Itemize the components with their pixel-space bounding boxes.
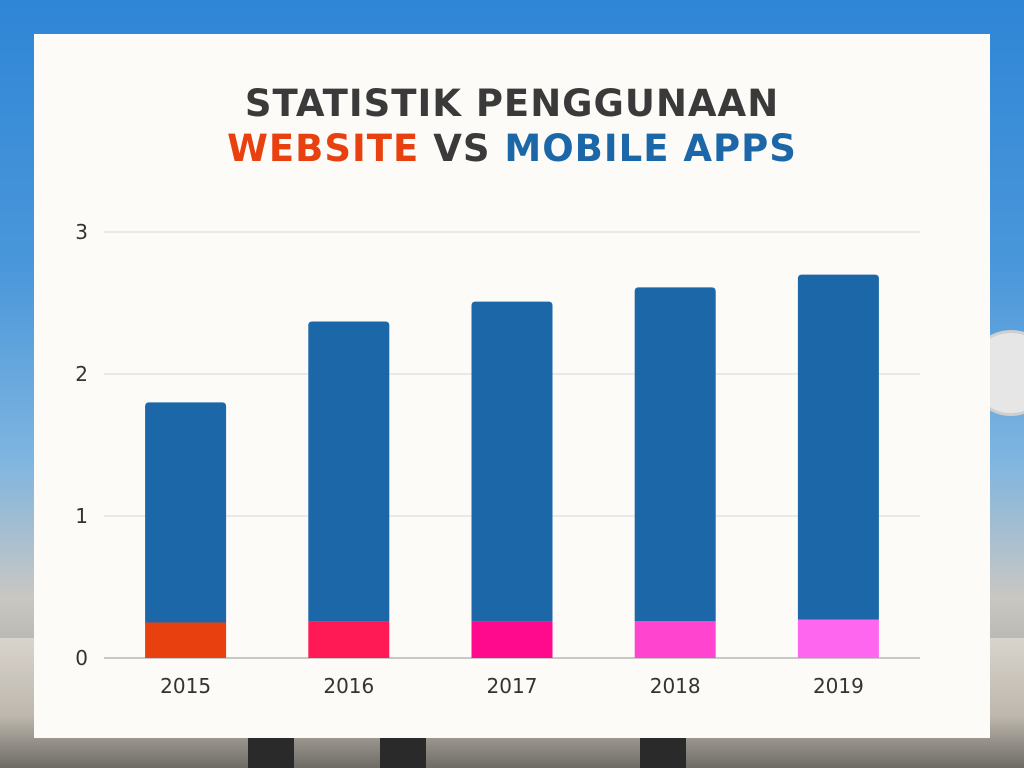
bar-segment-website	[797, 619, 879, 658]
bar-segment-website	[145, 622, 227, 658]
y-tick-label: 2	[75, 362, 88, 386]
title-vs: VS	[433, 127, 491, 170]
bar-segment-mobile	[797, 274, 879, 620]
bar-segment-website	[471, 621, 553, 658]
bar-segment-mobile	[471, 301, 553, 622]
bar-segment-website	[308, 621, 390, 658]
y-tick-label: 0	[75, 646, 88, 670]
chart-title-line2: WEBSITE VS MOBILE APPS	[34, 127, 990, 170]
bar-segment-website	[634, 621, 716, 658]
x-tick-label: 2019	[813, 674, 864, 698]
chart-title-line1: STATISTIK PENGGUNAAN	[244, 82, 780, 125]
bar-chart: 0 1 2 3 2015 2016 2017 2018 2019	[75, 220, 920, 698]
background-window	[640, 736, 686, 768]
background-window	[380, 736, 426, 768]
y-tick-label: 3	[75, 220, 88, 244]
y-tick-label: 1	[75, 504, 88, 528]
chart-card: STATISTIK PENGGUNAAN WEBSITE VS MOBILE A…	[34, 34, 990, 738]
bar-segment-mobile	[634, 287, 716, 622]
x-tick-label: 2017	[487, 674, 538, 698]
x-tick-label: 2018	[650, 674, 701, 698]
bar-segment-mobile	[308, 321, 390, 622]
bar-segment-mobile	[145, 402, 227, 623]
title-mobile-apps: MOBILE APPS	[504, 127, 797, 170]
x-tick-label: 2015	[160, 674, 211, 698]
x-tick-label: 2016	[323, 674, 374, 698]
title-website: WEBSITE	[227, 127, 420, 170]
background-window	[248, 736, 294, 768]
